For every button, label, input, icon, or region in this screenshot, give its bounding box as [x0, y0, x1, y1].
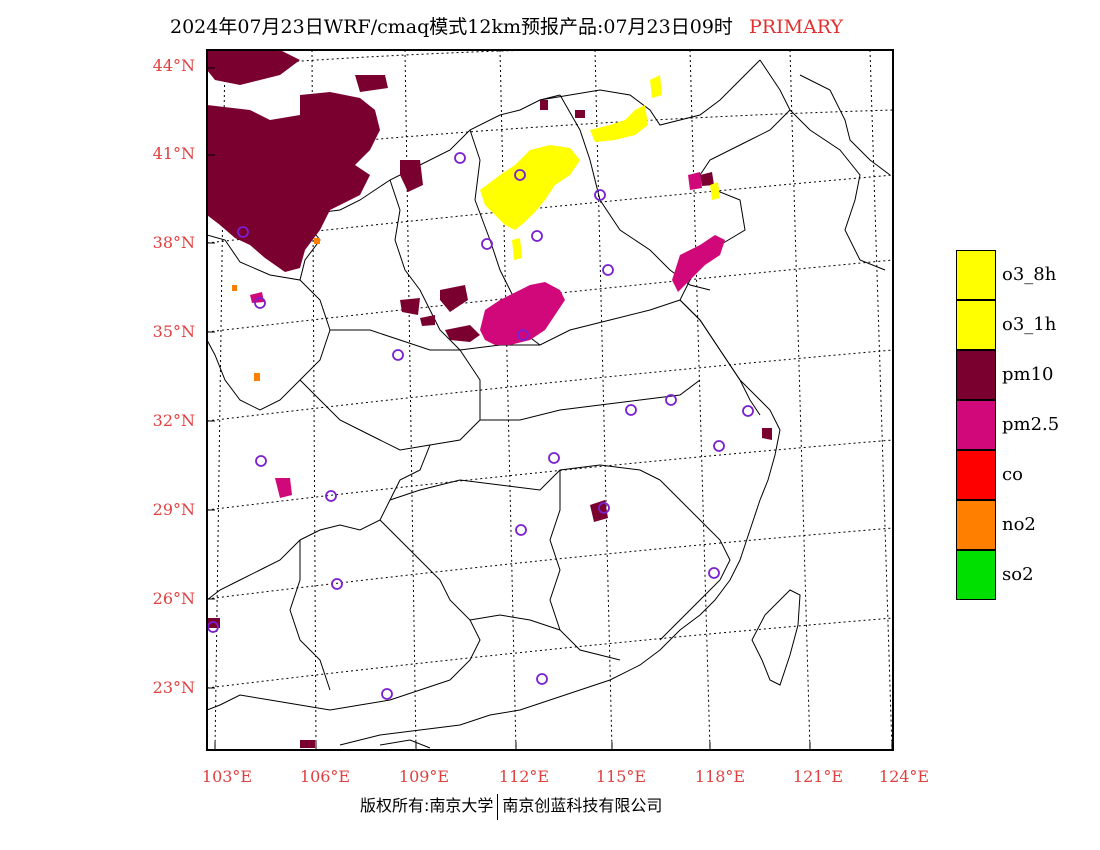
map-frame [206, 49, 894, 751]
legend-label-pm25: pm2.5 [1002, 414, 1060, 435]
copyright-footer: 版权所有:南京大学 南京创蓝科技有限公司 [360, 792, 662, 820]
legend-swatch-o3-1h [956, 300, 996, 350]
footer-separator [497, 793, 499, 820]
lat-label-44: 44°N [152, 56, 195, 75]
station-markers [207, 152, 754, 700]
hainan-outline [379, 739, 431, 749]
legend-swatch-so2 [956, 550, 996, 600]
primary-tag: PRIMARY [748, 16, 844, 38]
lon-label-106: 106°E [299, 767, 351, 786]
legend-swatch-pm10 [956, 350, 996, 400]
lon-label-118: 118°E [694, 767, 746, 786]
legend-label-so2: so2 [1002, 564, 1034, 585]
legend-label-o3-1h: o3_1h [1002, 314, 1057, 335]
lon-label-115: 115°E [595, 767, 647, 786]
frame-ticks [207, 67, 893, 750]
lon-label-124: 124°E [878, 767, 930, 786]
lat-label-41: 41°N [152, 144, 195, 163]
lat-label-26: 26°N [152, 589, 195, 608]
legend-swatch-no2 [956, 500, 996, 550]
legend-swatch-pm25 [956, 400, 996, 450]
lon-label-109: 109°E [398, 767, 450, 786]
map-title: 2024年07月23日WRF/cmaq模式12km预报产品:07月23日09时 … [170, 12, 843, 39]
pm25-areas [250, 172, 725, 498]
lon-label-121: 121°E [792, 767, 844, 786]
lon-label-103: 103°E [201, 767, 253, 786]
lat-label-38: 38°N [152, 233, 195, 252]
pm10-areas [207, 50, 772, 748]
lon-label-112: 112°E [498, 767, 550, 786]
legend-swatch-co [956, 450, 996, 500]
copyright-right: 南京创蓝科技有限公司 [502, 796, 663, 815]
lat-label-32: 32°N [152, 411, 195, 430]
title-text: 2024年07月23日WRF/cmaq模式12km预报产品:07月23日09时 [170, 16, 733, 38]
o3-areas [480, 75, 720, 260]
province-boundaries [207, 59, 761, 711]
legend-swatch-o3-8h [956, 250, 996, 300]
lat-label-35: 35°N [152, 322, 195, 341]
legend-label-o3-8h: o3_8h [1002, 264, 1057, 285]
no2-areas [232, 238, 320, 381]
coastline [339, 59, 891, 746]
taiwan-outline [751, 589, 801, 686]
lat-label-23: 23°N [152, 678, 195, 697]
copyright-left: 版权所有:南京大学 [360, 796, 494, 815]
legend-label-pm10: pm10 [1002, 364, 1054, 385]
lat-label-29: 29°N [152, 500, 195, 519]
legend-label-no2: no2 [1002, 514, 1036, 535]
legend-label-co: co [1002, 464, 1023, 485]
